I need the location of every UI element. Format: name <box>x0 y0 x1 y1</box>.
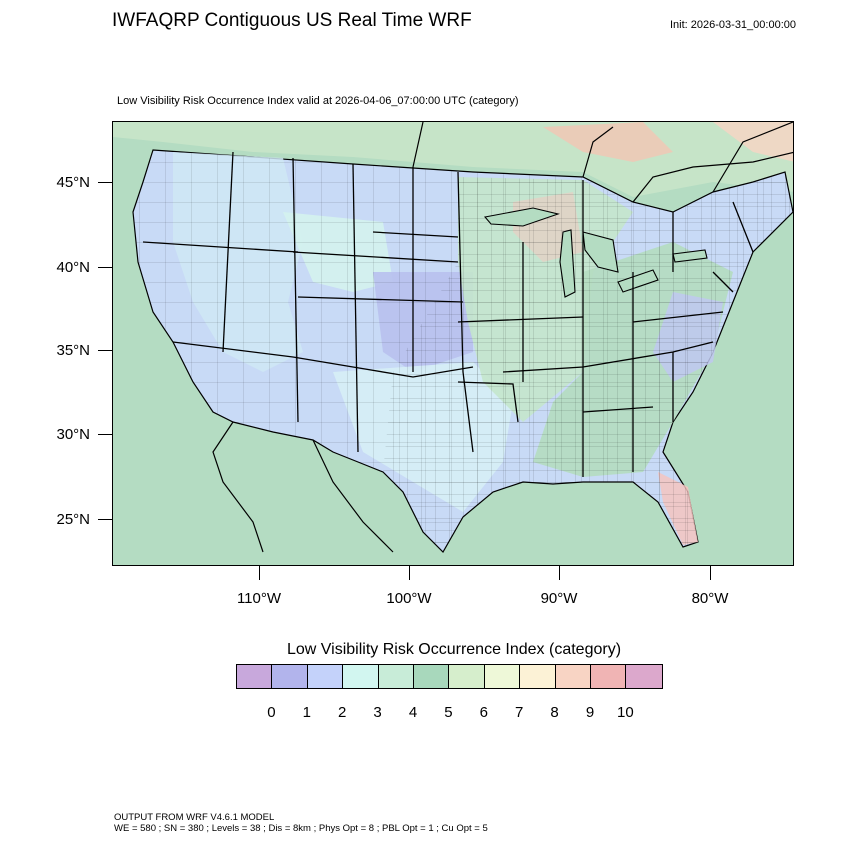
legend-colorbar <box>236 664 663 689</box>
chart-title: IWFAQRP Contiguous US Real Time WRF <box>112 10 472 31</box>
init-time-label: Init: 2026-03-31_00:00:00 <box>670 19 796 31</box>
legend-swatch-10 <box>590 665 627 688</box>
legend-swatch-0 <box>237 665 273 688</box>
legend-swatch-8 <box>520 665 556 688</box>
lat-label-45: 45°N <box>56 174 90 191</box>
legend-tick-label: 3 <box>373 704 382 721</box>
lat-tick <box>98 434 112 435</box>
legend-tick-label: 10 <box>617 704 634 721</box>
lake-erie <box>617 269 659 293</box>
lat-label-25: 25°N <box>56 511 90 528</box>
legend-swatch-11 <box>626 665 662 688</box>
legend-swatch-4 <box>378 665 414 688</box>
canada-orange-patch-east <box>713 122 793 162</box>
legend-swatch-1 <box>272 665 308 688</box>
map-panel <box>112 121 794 566</box>
lat-tick <box>98 267 112 268</box>
legend-tick-label: 1 <box>302 704 311 721</box>
model-info-line-2: WE = 580 ; SN = 380 ; Levels = 38 ; Dis … <box>114 823 488 834</box>
lat-label-35: 35°N <box>56 342 90 359</box>
lon-label-100: 100°W <box>386 590 432 607</box>
legend-swatch-5 <box>413 665 450 688</box>
map-svg <box>113 122 793 565</box>
legend-swatch-2 <box>307 665 344 688</box>
legend-swatch-6 <box>449 665 485 688</box>
legend-tick-label: 5 <box>444 704 453 721</box>
chart-subtitle: Low Visibility Risk Occurrence Index val… <box>117 95 519 107</box>
legend-swatch-9 <box>555 665 591 688</box>
legend-tick-label: 9 <box>585 704 595 721</box>
lon-label-80: 80°W <box>691 590 729 607</box>
lon-tick <box>559 566 560 580</box>
lat-tick <box>98 182 112 183</box>
model-info-line-1: OUTPUT FROM WRF V4.6.1 MODEL <box>114 812 275 823</box>
legend-swatch-7 <box>484 665 521 688</box>
legend-tick-label: 4 <box>408 704 418 721</box>
lon-label-90: 90°W <box>540 590 578 607</box>
lake-huron <box>582 231 619 273</box>
lon-label-110: 110°W <box>236 590 282 607</box>
legend-tick-label: 0 <box>267 704 276 721</box>
lat-label-40: 40°N <box>56 259 90 276</box>
legend-title: Low Visibility Risk Occurrence Index (ca… <box>286 641 622 658</box>
canada-orange-patch <box>543 122 673 162</box>
lat-label-30: 30°N <box>56 426 90 443</box>
lake-superior <box>483 207 560 227</box>
county-grid-east <box>383 172 793 552</box>
lon-tick <box>409 566 410 580</box>
lake-ontario <box>672 249 708 263</box>
legend-swatch-3 <box>343 665 379 688</box>
lake-michigan <box>559 229 576 298</box>
national-borders <box>212 122 793 553</box>
lat-tick <box>98 350 112 351</box>
legend-tick-label: 7 <box>515 704 524 721</box>
legend-tick-label: 6 <box>479 704 488 721</box>
state-boundaries <box>142 151 754 477</box>
lon-tick <box>259 566 260 580</box>
lon-tick <box>710 566 711 580</box>
lat-tick <box>98 519 112 520</box>
legend-tick-label: 8 <box>550 704 559 721</box>
legend-tick-label: 2 <box>338 704 347 721</box>
